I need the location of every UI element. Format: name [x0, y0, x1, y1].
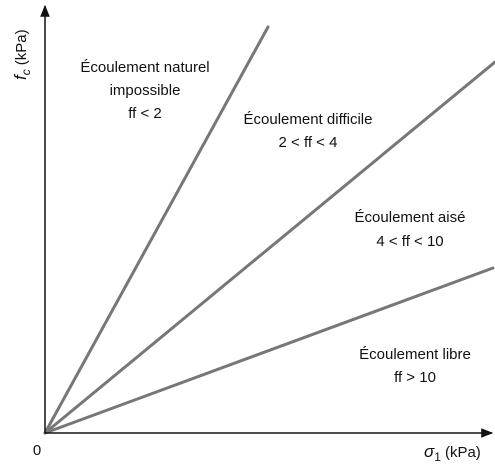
region-text: Écoulement libre	[359, 346, 471, 363]
region-text: Écoulement difficile	[244, 111, 373, 128]
boundary-ff4	[43, 60, 495, 435]
y-subscript: c	[19, 69, 33, 75]
boundary-ff10	[43, 266, 495, 435]
boundary-lines	[43, 25, 495, 435]
origin-label: 0	[33, 442, 41, 459]
x-symbol: σ	[424, 442, 435, 461]
region-text: impossible	[110, 82, 181, 99]
x-unit: (kPa)	[445, 444, 481, 461]
y-unit: (kPa)	[13, 29, 30, 65]
region-text: ff > 10	[394, 369, 436, 386]
region-text: 4 < ff < 10	[376, 233, 443, 250]
x-subscript: 1	[434, 450, 441, 464]
y-axis-label: fc (kPa)	[11, 29, 33, 80]
boundary-ff2	[43, 25, 270, 435]
x-axis-label: σ1 (kPa)	[424, 442, 481, 464]
region-text: 2 < ff < 4	[279, 134, 338, 151]
region-text: Écoulement aisé	[355, 209, 466, 226]
region-text: Écoulement naturel	[80, 59, 209, 76]
region-text: ff < 2	[128, 105, 162, 122]
regions: Écoulement naturel impossible ff < 2 Écoule…	[80, 59, 470, 386]
y-symbol: f	[11, 73, 30, 80]
